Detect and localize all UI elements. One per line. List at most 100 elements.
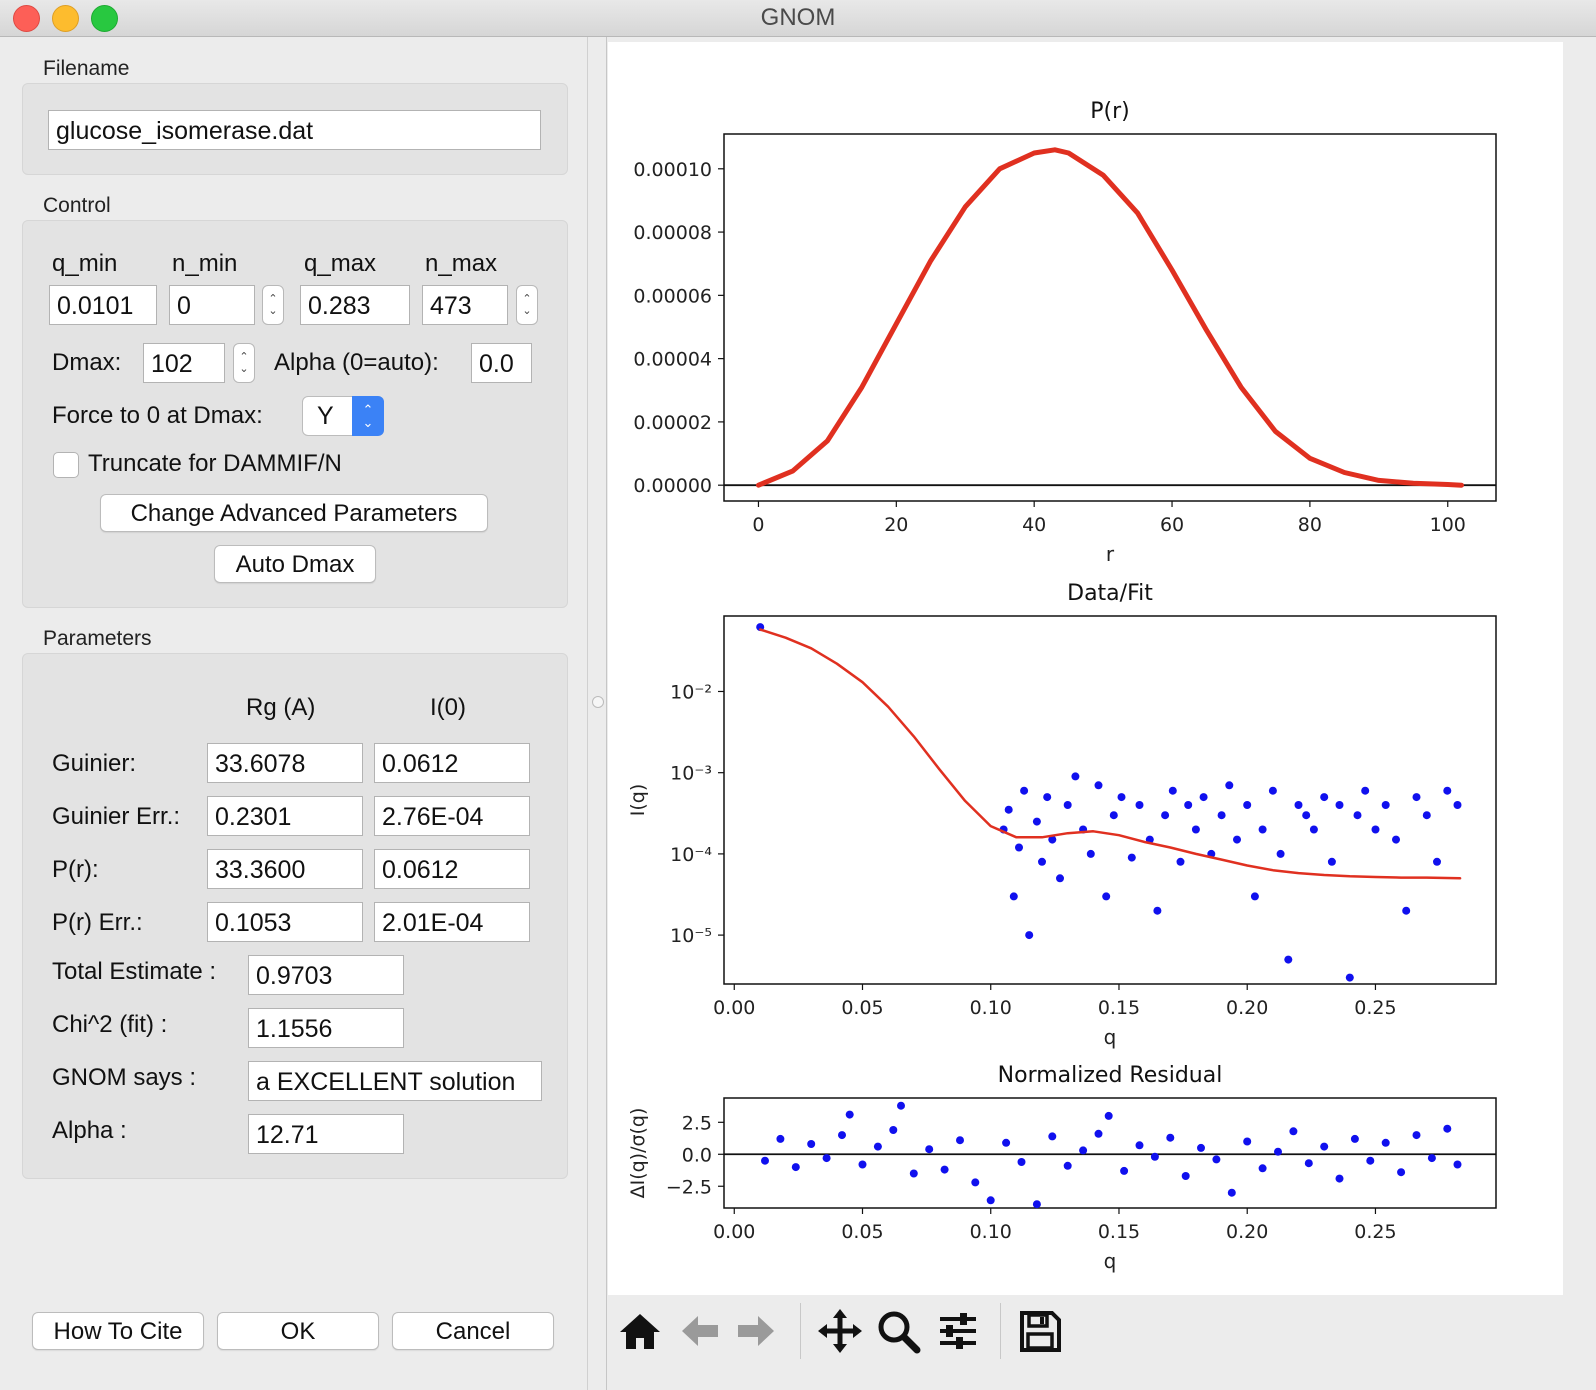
- data-point: [1048, 1132, 1057, 1141]
- parameters-section-label: Parameters: [43, 627, 152, 650]
- data-point: [1225, 781, 1234, 790]
- data-point: [940, 1165, 949, 1174]
- data-point: [1015, 843, 1023, 852]
- home-icon[interactable]: [616, 1307, 664, 1355]
- data-point: [1433, 857, 1441, 866]
- force-zero-select[interactable]: Y ⌃ ⌄: [302, 396, 384, 436]
- zoom-icon[interactable]: [874, 1307, 922, 1355]
- alpha-result-field[interactable]: 12.71: [248, 1114, 404, 1154]
- data-point: [1353, 811, 1362, 820]
- data-point: [1453, 801, 1462, 809]
- ok-button[interactable]: OK: [217, 1312, 379, 1350]
- chi2-field[interactable]: 1.1556: [248, 1008, 404, 1048]
- data-point: [1289, 1127, 1298, 1136]
- forward-arrow-icon[interactable]: [732, 1307, 780, 1355]
- back-arrow-icon[interactable]: [676, 1307, 724, 1355]
- pr-err-i0-field[interactable]: 2.01E-04: [374, 902, 530, 942]
- pr-i0-field[interactable]: 0.0612: [374, 849, 530, 889]
- data-point: [1135, 1141, 1144, 1150]
- data-point: [1071, 772, 1080, 781]
- data-point: [1166, 1133, 1175, 1142]
- y-tick-label: 10⁻⁵: [670, 925, 712, 947]
- data-point: [776, 1134, 785, 1143]
- window-edge: [1563, 37, 1596, 1390]
- q-max-field[interactable]: 0.283: [300, 285, 410, 325]
- splitter-handle-icon[interactable]: [592, 696, 604, 708]
- auto-dmax-button[interactable]: Auto Dmax: [214, 545, 376, 583]
- data-point: [761, 1156, 769, 1165]
- data-point: [1276, 849, 1285, 858]
- gnom-says-field[interactable]: a EXCELLENT solution: [248, 1061, 542, 1101]
- n-min-label: n_min: [172, 250, 238, 277]
- how-to-cite-button[interactable]: How To Cite: [32, 1312, 204, 1350]
- advanced-parameters-button[interactable]: Change Advanced Parameters: [100, 494, 488, 532]
- select-arrows-icon: ⌃ ⌄: [352, 396, 384, 436]
- title-bar: GNOM: [0, 0, 1596, 37]
- pan-icon[interactable]: [816, 1307, 864, 1355]
- data-point: [1063, 801, 1072, 809]
- axes-frame: [723, 615, 1497, 985]
- data-point: [956, 1136, 964, 1145]
- data-point: [1371, 825, 1380, 834]
- pr-rg-field[interactable]: 33.3600: [207, 849, 363, 889]
- data-point: [1381, 1138, 1390, 1147]
- dmax-field[interactable]: 102: [143, 343, 225, 383]
- fit-line: [758, 628, 1462, 880]
- data-point: [1135, 801, 1144, 809]
- rg-column-header: Rg (A): [246, 694, 316, 721]
- n-min-field[interactable]: 0: [169, 285, 255, 325]
- y-tick-label: 10⁻²: [670, 681, 712, 703]
- x-tick-label: 20: [884, 514, 908, 536]
- data-point: [1412, 1131, 1421, 1140]
- data-point: [1302, 811, 1311, 820]
- x-tick-label: 60: [1160, 514, 1184, 536]
- x-tick-label: 0.00: [713, 1221, 755, 1243]
- data-point: [1217, 811, 1226, 820]
- cancel-button[interactable]: Cancel: [392, 1312, 554, 1350]
- data-point: [1002, 1138, 1011, 1147]
- y-tick-label: 0.00008: [633, 222, 712, 244]
- data-point: [1048, 835, 1057, 844]
- filename-field[interactable]: glucose_isomerase.dat: [48, 110, 541, 150]
- maximize-window-button[interactable]: [91, 5, 118, 32]
- data-point: [1020, 786, 1029, 795]
- guinier-rg-field[interactable]: 33.6078: [207, 743, 363, 783]
- toolbar-separator: [800, 1303, 801, 1359]
- truncate-checkbox[interactable]: [53, 452, 79, 478]
- data-point: [1427, 1154, 1436, 1163]
- total-estimate-field[interactable]: 0.9703: [248, 955, 404, 995]
- guinier-err-rg-field[interactable]: 0.2301: [207, 796, 363, 836]
- dmax-stepper[interactable]: ⌃ ⌄: [233, 343, 255, 383]
- n-max-field[interactable]: 473: [422, 285, 508, 325]
- alpha-field[interactable]: 0.0: [471, 343, 532, 383]
- data-point: [1250, 892, 1259, 901]
- data-point: [1032, 1200, 1041, 1209]
- data-point: [1345, 973, 1354, 982]
- data-point: [1063, 1161, 1072, 1170]
- n-min-stepper[interactable]: ⌃ ⌄: [262, 285, 284, 325]
- q-min-field[interactable]: 0.0101: [49, 285, 157, 325]
- guinier-err-i0-field[interactable]: 2.76E-04: [374, 796, 530, 836]
- data-point: [1168, 786, 1177, 795]
- n-max-stepper[interactable]: ⌃ ⌄: [516, 285, 538, 325]
- data-point: [858, 1160, 867, 1169]
- data-point: [1086, 849, 1095, 858]
- data-point: [1184, 801, 1193, 809]
- guinier-label: Guinier:: [52, 750, 137, 777]
- panel-splitter[interactable]: [587, 37, 607, 1390]
- plot-canvas[interactable]: P(r) 0 20 40 60 80 100 0.00000 0.00002 0.00004 0.0…: [608, 42, 1563, 1295]
- y-axis-label: I(q): [627, 784, 649, 817]
- pr-err-rg-field[interactable]: 0.1053: [207, 902, 363, 942]
- x-tick-label: 0.10: [970, 1221, 1012, 1243]
- data-point: [1199, 793, 1208, 802]
- data-point: [1233, 835, 1241, 844]
- data-point: [1094, 781, 1103, 790]
- axes-frame: [723, 1097, 1497, 1209]
- save-icon[interactable]: [1016, 1307, 1064, 1355]
- chi2-label: Chi^2 (fit) :: [52, 1011, 168, 1038]
- minimize-window-button[interactable]: [52, 5, 79, 32]
- guinier-i0-field[interactable]: 0.0612: [374, 743, 530, 783]
- close-window-button[interactable]: [13, 5, 40, 32]
- configure-subplots-icon[interactable]: [934, 1307, 982, 1355]
- data-point: [925, 1145, 934, 1154]
